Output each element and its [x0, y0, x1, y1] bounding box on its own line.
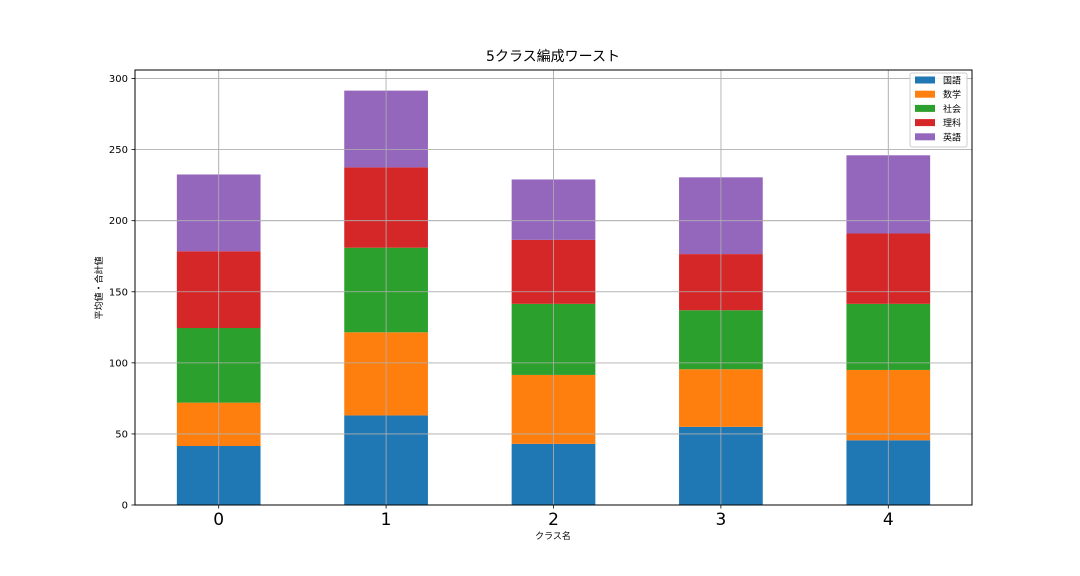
legend-swatch: [915, 133, 935, 140]
x-tick-label: 2: [548, 510, 559, 530]
legend-swatch: [915, 105, 935, 112]
y-tick-label: 300: [109, 74, 128, 85]
y-tick-label: 200: [109, 216, 128, 227]
legend-swatch: [915, 119, 935, 126]
y-tick-label: 0: [122, 501, 128, 512]
legend-label: 国語: [943, 75, 961, 87]
y-tick-label: 250: [109, 145, 128, 156]
legend-label: 数学: [943, 89, 961, 101]
legend-label: 理科: [943, 117, 961, 129]
x-tick-label: 4: [883, 510, 894, 530]
y-axis-label: 平均値・合計値: [93, 256, 105, 319]
x-tick-label: 1: [381, 510, 392, 530]
y-tick-label: 150: [109, 287, 128, 298]
y-tick-label: 50: [115, 429, 128, 440]
legend-label: 英語: [943, 131, 961, 143]
x-tick-label: 3: [715, 510, 726, 530]
y-tick-label: 100: [109, 358, 128, 369]
x-tick-label: 0: [213, 510, 224, 530]
legend-swatch: [915, 77, 935, 84]
chart-title: 5クラス編成ワースト: [486, 49, 620, 65]
x-axis-label: クラス名: [535, 530, 571, 542]
legend-label: 社会: [943, 103, 961, 115]
legend-swatch: [915, 91, 935, 98]
